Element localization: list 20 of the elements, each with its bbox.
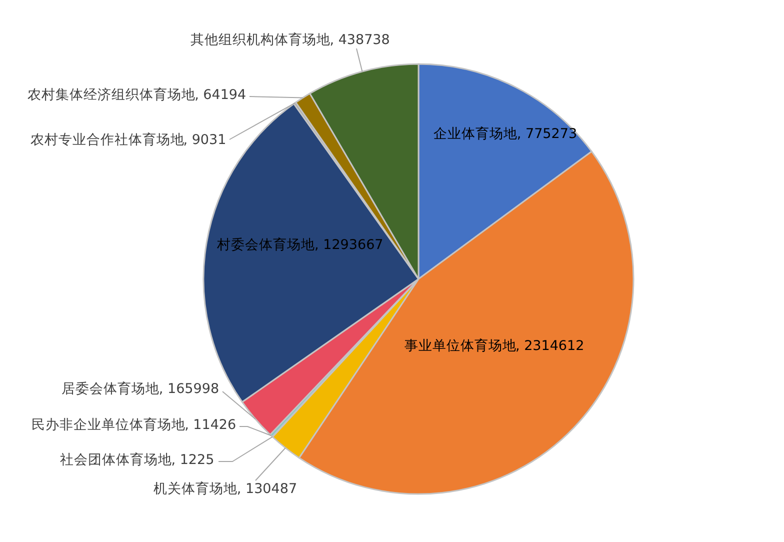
- data-label: , 165998: [158, 381, 220, 397]
- slice-label: 机关体育场地: [153, 480, 238, 497]
- data-label: , 438738: [330, 32, 390, 48]
- slice-label: 民办非企业单位体育场地: [32, 416, 186, 433]
- data-label: , 1225: [171, 452, 214, 468]
- data-label: , 1293667: [314, 237, 384, 253]
- slice-label: 企业体育场地: [433, 125, 518, 142]
- data-label: , 130487: [236, 481, 298, 497]
- data-label: , 2314612: [515, 338, 584, 354]
- slice-label: 农村集体经济组织体育场地: [28, 86, 196, 103]
- slice-label: 事业单位体育场地: [404, 337, 516, 354]
- slice-label: 其他组织机构体育场地: [190, 31, 331, 48]
- slice-label: 社会团体体育场地: [60, 451, 172, 468]
- slice-label: 村委会体育场地: [216, 236, 316, 253]
- data-label: , 775273: [516, 126, 578, 142]
- data-label: , 64194: [194, 87, 246, 103]
- data-label: , 9031: [183, 132, 226, 148]
- slice-label: 农村专业合作社体育场地: [30, 131, 184, 148]
- data-label: , 11426: [184, 417, 236, 433]
- slice-label: 居委会体育场地: [62, 380, 160, 397]
